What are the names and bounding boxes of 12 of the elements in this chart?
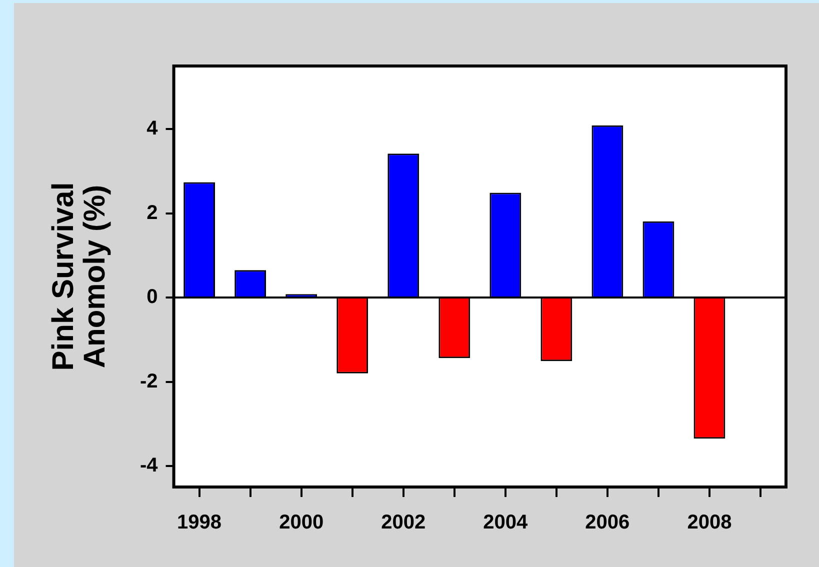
x-tick-label: 2002 (381, 512, 426, 534)
y-tick-label: 2 (146, 202, 158, 224)
x-tick-label: 2008 (687, 512, 732, 534)
x-tick-label: 2006 (585, 512, 630, 534)
y-tick-label: -2 (140, 370, 158, 392)
x-tick-label: 2004 (483, 512, 529, 534)
y-tick-label: 0 (146, 286, 158, 308)
y-tick-label: -4 (140, 454, 159, 476)
y-tick-label: 4 (146, 118, 159, 140)
x-tick-label: 1998 (177, 512, 222, 534)
y-axis-title: Pink Survival Anomoly (%) (47, 182, 112, 371)
x-tick-label: 2000 (279, 512, 324, 534)
